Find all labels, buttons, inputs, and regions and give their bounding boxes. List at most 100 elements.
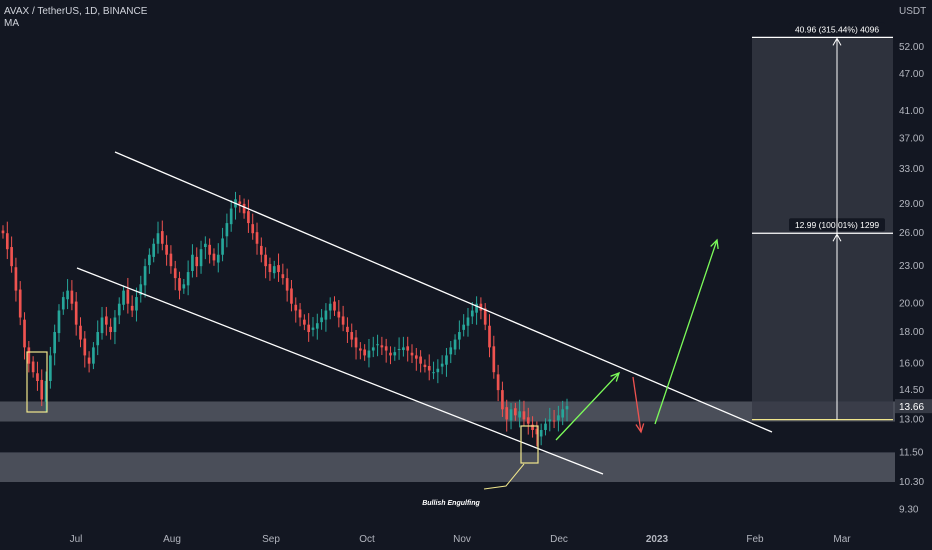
candle-body (380, 345, 384, 348)
candle-body (514, 408, 517, 416)
candle-body (126, 289, 130, 304)
time-tick-label: Feb (746, 534, 764, 545)
candle-body (36, 373, 39, 382)
candle-body (281, 274, 285, 279)
candle-body (427, 365, 431, 371)
target-label-bg (789, 22, 885, 36)
candle-body (384, 346, 388, 351)
candle-body (212, 253, 216, 261)
candle-body (367, 350, 371, 358)
candle-body (113, 317, 117, 333)
candle-body (23, 319, 26, 348)
candle-body (186, 272, 190, 286)
candle-body (414, 355, 418, 359)
price-tick-label: 16.00 (899, 359, 924, 370)
time-tick-label: Dec (550, 534, 568, 545)
candle-body (470, 310, 474, 317)
candle-body (389, 352, 392, 356)
candle-body (160, 231, 164, 244)
last-price-badge (895, 399, 932, 414)
price-tick-label: 18.00 (899, 327, 924, 338)
candle-body (130, 305, 134, 311)
projection-arrow-down-head (635, 423, 645, 434)
candle-body (488, 325, 491, 348)
price-axis-unit: USDT (899, 6, 926, 17)
candle-body (475, 303, 478, 313)
support-zones (0, 401, 895, 482)
candle-body (40, 379, 44, 400)
price-tick-label: 20.00 (899, 299, 924, 310)
candle-body (83, 338, 87, 356)
candle-body (229, 208, 233, 225)
candle-body (376, 344, 379, 346)
candle-body (565, 406, 569, 410)
candle-body (453, 339, 457, 350)
candle-body (255, 232, 259, 244)
candle-body (53, 332, 56, 354)
indicator-ma-label[interactable]: MA (4, 18, 19, 29)
support-zone (0, 452, 895, 482)
candle-body (346, 326, 349, 333)
candle-body (100, 317, 104, 334)
time-tick-label: Jul (70, 534, 83, 545)
candle-body (79, 325, 82, 340)
price-tick-label: 13.00 (899, 414, 924, 425)
candle-body (509, 409, 513, 421)
time-axis[interactable]: Jul Aug Sep Oct Nov Dec 2023 Feb Mar (70, 534, 852, 545)
candle-body (195, 256, 199, 267)
candle-body (505, 407, 509, 420)
price-tick-label: 37.00 (899, 133, 924, 144)
candle-body (208, 244, 211, 255)
candle-body (557, 415, 560, 421)
candle-body (298, 309, 302, 318)
candle-body (216, 254, 220, 263)
candle-body (483, 308, 487, 325)
price-tick-label: 14.50 (899, 385, 924, 396)
time-tick-label: Mar (833, 534, 851, 545)
candle-body (165, 244, 168, 255)
candle-body (402, 347, 405, 351)
candle-body (143, 266, 147, 286)
candle-body (501, 390, 504, 410)
candle-body (92, 347, 95, 364)
candle-body (10, 247, 13, 267)
candle-body (238, 201, 242, 204)
candle-body (294, 304, 298, 311)
price-axis[interactable]: USDT 52.00 47.00 41.00 37.00 33.00 29.00 26.00… (895, 6, 932, 515)
symbol-title[interactable]: AVAX / TetherUS, 1D, BINANCE (4, 6, 148, 17)
annotation-pointer (483, 463, 525, 490)
candle-body (552, 420, 556, 422)
candle-body (191, 254, 194, 271)
candle-body (393, 352, 397, 356)
candle-body (27, 347, 31, 364)
candle-body (423, 364, 427, 368)
candle-body (70, 290, 74, 304)
candle-body (122, 290, 125, 305)
candle-body (303, 319, 306, 325)
candle-body (204, 243, 207, 248)
candle-body (350, 332, 354, 340)
candle-body (526, 417, 530, 424)
candle-body (152, 243, 156, 257)
candle-body (139, 284, 143, 295)
candle-body (518, 411, 521, 418)
candle-body (406, 346, 410, 351)
bullish-engulfing-label: Bullish Engulfing (422, 500, 480, 507)
candle-body (445, 355, 448, 365)
price-tick-label: 41.00 (899, 106, 924, 117)
candle-body (74, 301, 78, 325)
candle-body (522, 411, 526, 420)
target-arrow-head (832, 37, 842, 46)
candle-body (341, 316, 345, 325)
candle-body (221, 238, 224, 255)
candle-body (328, 303, 332, 311)
time-tick-label: Nov (453, 534, 471, 545)
candle-body (466, 317, 470, 326)
candle-body (117, 303, 121, 316)
candle-body (324, 310, 328, 320)
candle-body (169, 253, 173, 267)
candle-body (436, 368, 440, 373)
candlestick-series (1, 191, 569, 447)
candle-body (320, 317, 323, 323)
